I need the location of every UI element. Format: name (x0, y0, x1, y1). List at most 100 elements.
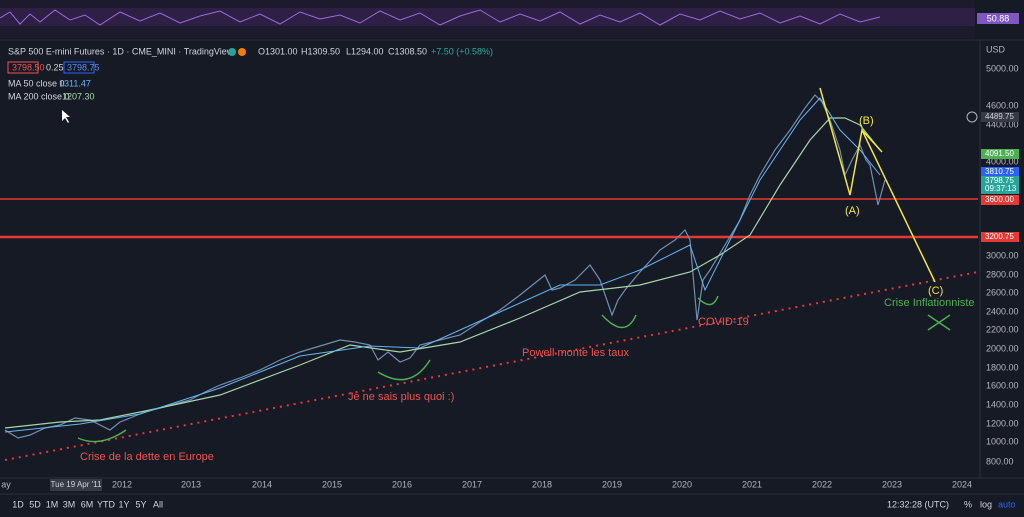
add-button[interactable] (966, 111, 978, 123)
marker-arc (77, 429, 127, 443)
price-badge-label: 09:37:13 (985, 184, 1017, 193)
price-badge (981, 149, 1019, 159)
price-tick-label: 5000.00 (986, 63, 1019, 73)
price-tick-label: 2000.00 (986, 343, 1019, 353)
ma200-label: MA 200 close 0 (8, 91, 70, 101)
ma200-line (4, 117, 881, 429)
range-button[interactable]: 1D (12, 499, 24, 509)
range-button[interactable]: 1Y (118, 499, 129, 509)
price-tick-label: 1800.00 (986, 362, 1019, 372)
price-tick-label: 4000.00 (986, 156, 1019, 166)
time-tick-label: 2014 (252, 479, 272, 489)
price-badge (981, 232, 1019, 242)
auto-toggle[interactable]: auto (998, 499, 1016, 509)
time-tick-label: 2021 (742, 479, 762, 489)
price-tick-label: 800.00 (986, 456, 1014, 466)
price-badge-label: 4091.50 (985, 149, 1014, 158)
annotation: Crise de la dette en Europe (80, 451, 214, 463)
price-badge-label: 3810.75 (985, 167, 1014, 176)
time-tick-label: 2018 (532, 479, 552, 489)
price-tick-label: 1400.00 (986, 399, 1019, 409)
ohlc-open: O1301.00 (258, 46, 298, 56)
ohlc-high: H1309.50 (301, 46, 340, 56)
range-button[interactable]: 5Y (135, 499, 146, 509)
wave-label: (C) (928, 285, 943, 297)
price-badge-label: 3600.00 (985, 195, 1014, 204)
range-button[interactable]: 5D (29, 499, 41, 509)
price-tick-label: 2600.00 (986, 287, 1019, 297)
price-tick-label: 1600.00 (986, 380, 1019, 390)
marker-arc (697, 295, 719, 306)
cursor-date: Tue 19 Apr '11 (51, 480, 102, 489)
range-button[interactable]: 1M (46, 499, 59, 509)
bid-box[interactable] (7, 61, 39, 74)
ma50-line (4, 97, 881, 433)
time-tick-label: 2023 (882, 479, 902, 489)
clock: 12:32:28 (UTC) (887, 499, 949, 509)
cross-mark (927, 314, 951, 331)
rsi-line (0, 9, 881, 26)
price-badge-label: 3200.75 (985, 232, 1014, 241)
time-tick-label: 2012 (112, 479, 132, 489)
ma50-label: MA 50 close 0 (8, 78, 65, 88)
price-tick-label: 4600.00 (986, 100, 1019, 110)
cursor-box (50, 479, 102, 491)
time-ticks: ay 2012 2013 2014 2015 2016 2017 2018 2019 2020 20… (1, 479, 972, 489)
rsi-badge (977, 13, 1019, 24)
annotation: COVID-19 (698, 316, 749, 328)
delay-status (238, 48, 246, 56)
ma50-value: 1311.47 (59, 78, 91, 88)
price-badge (981, 195, 1019, 205)
price-tick-label: 4400.00 (986, 119, 1019, 129)
wave-label: (A) (845, 205, 860, 217)
price-tick-label: 2800.00 (986, 269, 1019, 279)
range-button[interactable]: YTD (97, 499, 116, 509)
market-status (228, 48, 236, 56)
price-badge (981, 184, 1019, 194)
time-tick-label: 2024 (952, 479, 972, 489)
marker-arc (601, 314, 637, 329)
bid: 3798.50 (12, 62, 45, 72)
range-button[interactable]: All (153, 499, 163, 509)
ask-box[interactable] (63, 61, 95, 74)
price-badge (981, 176, 1019, 186)
ma200-value: 1207.30 (62, 91, 95, 101)
time-tick-label: 2015 (322, 479, 342, 489)
ohlc-change: +7.50 (+0.58%) (431, 46, 493, 56)
ohlc-low: L1294.00 (346, 46, 384, 56)
price-badge (981, 167, 1019, 177)
time-tick-label: 2017 (462, 479, 482, 489)
time-tick-label: 2022 (812, 479, 832, 489)
annotation: Crise Inflationniste (884, 297, 975, 309)
time-tick-label: ay (1, 479, 11, 489)
ohlc-close: C1308.50 (388, 46, 427, 56)
wave-lines (819, 87, 936, 283)
wave-label: (B) (859, 115, 874, 127)
ask: 3798.75 (67, 62, 100, 72)
rsi-value: 50.88 (987, 13, 1010, 23)
price-tick-label: 1200.00 (986, 418, 1019, 428)
price-tick-label: 3000.00 (986, 250, 1019, 260)
time-tick-label: 2019 (602, 479, 622, 489)
rsi-band (0, 8, 975, 26)
price-badge (981, 112, 1019, 122)
range-buttons: 1D 5D 1M 3M 6M YTD 1Y 5Y All (12, 499, 163, 509)
range-button[interactable]: 6M (81, 499, 94, 509)
mouse-cursor (62, 110, 70, 123)
range-button[interactable]: 3M (63, 499, 76, 509)
price-tick-label: 2200.00 (986, 324, 1019, 334)
price-tick-label: 1000.00 (986, 436, 1019, 446)
log-toggle[interactable]: log (980, 499, 992, 509)
percent-toggle[interactable]: % (964, 499, 972, 509)
price-badge-label: 4489.75 (985, 112, 1014, 121)
spread: 0.25 (46, 62, 64, 72)
symbol-title: S&P 500 E-mini Futures · 1D · CME_MINI ·… (8, 46, 234, 56)
annotation: Je ne sais plus quoi :) (348, 391, 454, 403)
time-tick-label: 2020 (672, 479, 692, 489)
currency: USD (986, 44, 1006, 54)
price-badge-label: 3798.75 (985, 176, 1014, 185)
annotation: Powell monte les taux (522, 347, 629, 359)
